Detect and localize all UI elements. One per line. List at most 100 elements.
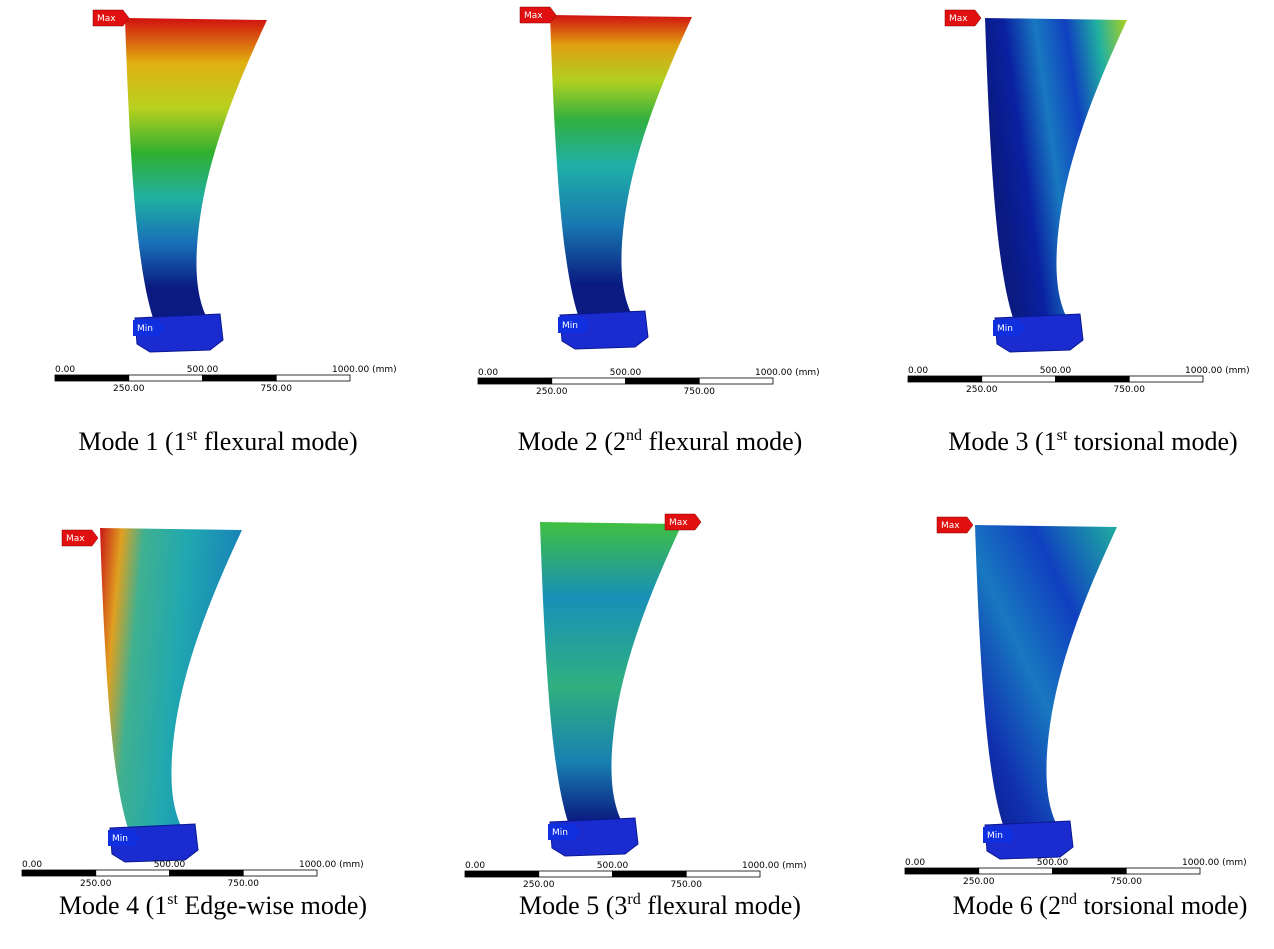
max-label: Max bbox=[941, 521, 960, 531]
blade: MaxMin bbox=[945, 10, 1127, 352]
mode-panel: Max Min 0.00 250.00 500.00 750.00 1000.00 (mm)… bbox=[465, 514, 807, 920]
blade: Max Min bbox=[62, 528, 242, 862]
caption-text: Mode 6 (2 bbox=[953, 891, 1061, 920]
scale-segment bbox=[613, 871, 687, 877]
caption: Mode 6 (2nd torsional mode) bbox=[953, 891, 1248, 920]
scale-label: 500.00 bbox=[1040, 366, 1072, 376]
scale-label: 0.00 bbox=[908, 366, 928, 376]
max-label: Max bbox=[949, 14, 968, 24]
caption: Mode 4 (1st Edge-wise mode) bbox=[59, 891, 367, 920]
scale-label: 1000.00 (mm) bbox=[755, 368, 820, 378]
scale-label: 500.00 bbox=[1037, 858, 1069, 868]
scale-segment bbox=[170, 870, 244, 876]
scale-label: 1000.00 (mm) bbox=[1182, 858, 1247, 868]
scale-label: 250.00 bbox=[536, 387, 568, 397]
scale-label: 750.00 bbox=[261, 384, 293, 394]
scale-label: 750.00 bbox=[684, 387, 716, 397]
scale-label: 0.00 bbox=[478, 368, 498, 378]
blade: Max Min bbox=[93, 10, 267, 352]
scale-label: 0.00 bbox=[22, 860, 42, 870]
max-label: Max bbox=[97, 14, 116, 24]
scale-segment bbox=[699, 378, 773, 384]
min-label: Min bbox=[112, 834, 128, 844]
scale-label: 750.00 bbox=[228, 879, 260, 889]
scale-label: 500.00 bbox=[597, 861, 629, 871]
caption-superscript: nd bbox=[1061, 891, 1077, 908]
caption: Mode 3 (1st torsional mode) bbox=[948, 427, 1237, 456]
caption-text: Mode 3 (1 bbox=[948, 427, 1056, 456]
scale-segment bbox=[1129, 376, 1203, 382]
min-label: Min bbox=[562, 321, 578, 331]
scale-segment bbox=[1126, 868, 1200, 874]
max-label: Max bbox=[669, 518, 688, 528]
scale-label: 250.00 bbox=[80, 879, 112, 889]
blade-body bbox=[100, 528, 242, 828]
scale-segment bbox=[552, 378, 626, 384]
scale-label: 0.00 bbox=[905, 858, 925, 868]
scale-label: 1000.00 (mm) bbox=[1185, 366, 1250, 376]
scale-label: 1000.00 (mm) bbox=[332, 365, 397, 375]
caption-text: torsional mode) bbox=[1067, 427, 1237, 456]
max-label: Max bbox=[66, 534, 85, 544]
scale-segment bbox=[908, 376, 982, 382]
scale-label: 1000.00 (mm) bbox=[299, 860, 364, 870]
scale-segment bbox=[539, 871, 613, 877]
caption: Mode 5 (3rd flexural mode) bbox=[519, 891, 801, 920]
scale-segment bbox=[1053, 868, 1127, 874]
scale-segment bbox=[129, 375, 203, 381]
scale-segment bbox=[979, 868, 1053, 874]
scale-label: 500.00 bbox=[187, 365, 219, 375]
scale-segment bbox=[982, 376, 1056, 382]
caption-text: Mode 4 (1 bbox=[59, 891, 167, 920]
caption: Mode 2 (2nd flexural mode) bbox=[518, 427, 803, 456]
caption-text: Mode 5 (3 bbox=[519, 891, 627, 920]
mode-panel: Max Min 0.00 250.00 500.00 750.00 1000.00 (mm)… bbox=[55, 10, 397, 456]
scale-segment bbox=[478, 378, 552, 384]
blade-body bbox=[125, 18, 267, 318]
caption-superscript: st bbox=[187, 427, 198, 444]
caption-text: Edge-wise mode) bbox=[178, 891, 367, 920]
scale-label: 250.00 bbox=[113, 384, 145, 394]
scale-segment bbox=[465, 871, 539, 877]
scale-segment bbox=[276, 375, 350, 381]
caption-text: flexural mode) bbox=[642, 427, 802, 456]
scale-segment bbox=[905, 868, 979, 874]
blade-body bbox=[985, 18, 1127, 318]
scale-segment bbox=[55, 375, 129, 381]
mode-panel: Max Min 0.00 250.00 500.00 750.00 1000.00 (mm)… bbox=[478, 7, 820, 456]
caption-text: Mode 1 (1 bbox=[78, 427, 186, 456]
scale-label: 250.00 bbox=[966, 385, 998, 395]
scale-label: 0.00 bbox=[465, 861, 485, 871]
scale-label: 750.00 bbox=[671, 880, 703, 890]
min-label: Min bbox=[552, 828, 568, 838]
blade: Max Min bbox=[540, 514, 701, 856]
scale-segment bbox=[203, 375, 277, 381]
caption-superscript: st bbox=[167, 891, 178, 908]
scale-label: 1000.00 (mm) bbox=[742, 861, 807, 871]
max-label: Max bbox=[524, 11, 543, 21]
blade: Max Min bbox=[937, 517, 1117, 859]
blade-body bbox=[975, 525, 1117, 825]
scale-label: 0.00 bbox=[55, 365, 75, 375]
scale-segment bbox=[243, 870, 317, 876]
scale-label: 750.00 bbox=[1111, 877, 1143, 887]
caption-superscript: nd bbox=[626, 427, 642, 444]
scale-segment bbox=[626, 378, 700, 384]
min-label: Min bbox=[987, 831, 1003, 841]
caption-text: flexural mode) bbox=[641, 891, 801, 920]
mode-panel: MaxMin0.00250.00500.00750.001000.00 (mm)… bbox=[22, 528, 367, 920]
scale-label: 750.00 bbox=[1114, 385, 1146, 395]
scale-label: 250.00 bbox=[523, 880, 555, 890]
min-label: Min bbox=[137, 324, 153, 334]
scale-label: 500.00 bbox=[610, 368, 642, 378]
scale-segment bbox=[686, 871, 760, 877]
scale-segment bbox=[22, 870, 96, 876]
mode-panel: MaxMin 0.00 250.00 500.00 750.00 1000.00 (mm)… bbox=[908, 10, 1250, 456]
caption-text: Mode 2 (2 bbox=[518, 427, 626, 456]
scale-segment bbox=[1056, 376, 1130, 382]
mode-panel: Max Min 0.00 250.00 500.00 750.00 1000.00 (mm)… bbox=[905, 517, 1247, 920]
blade-body bbox=[540, 522, 682, 822]
caption: Mode 1 (1st flexural mode) bbox=[78, 427, 357, 456]
scale-label: 250.00 bbox=[963, 877, 995, 887]
caption-superscript: rd bbox=[627, 891, 640, 908]
